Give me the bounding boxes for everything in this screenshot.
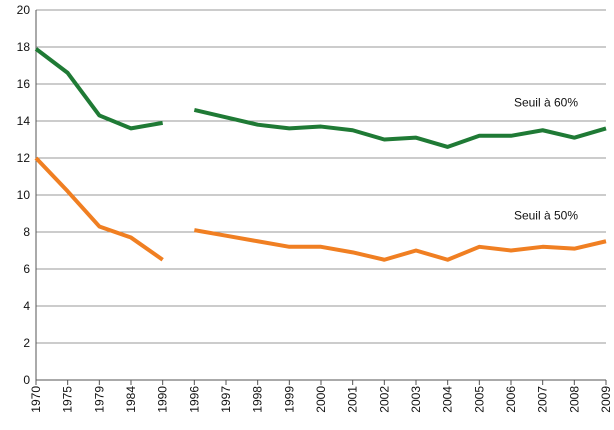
y-tick-label: 2 [23,336,30,350]
y-tick-label: 4 [23,299,30,313]
x-tick-label: 2004 [441,386,455,413]
series-label: Seuil à 50% [514,208,578,222]
x-tick-label: 1984 [124,386,138,413]
x-tick-label: 2001 [346,386,360,413]
x-tick-label: 2006 [504,386,518,413]
x-tick-label: 2008 [567,386,581,413]
data-line [193,228,607,262]
x-tick-label: 1970 [29,386,43,413]
data-line [193,107,607,149]
x-tick-label: 2003 [409,386,423,413]
x-tick-label: 2000 [314,386,328,413]
y-tick-label: 6 [23,262,30,276]
series-label: Seuil à 60% [514,95,578,109]
y-tick-label: 12 [17,151,31,165]
x-tick-label: 2002 [377,386,391,413]
y-tick-label: 10 [17,188,31,202]
x-tick-label: 1999 [282,386,296,413]
data-line [34,47,164,131]
y-tick-label: 20 [17,3,31,17]
x-tick-label: 1990 [156,386,170,413]
y-tick-label: 8 [23,225,30,239]
y-tick-label: 14 [17,114,31,128]
y-tick-label: 16 [17,77,31,91]
x-tick-label: 1998 [251,386,265,413]
x-tick-label: 2009 [599,386,613,413]
x-tick-label: 1975 [61,386,75,413]
data-line [34,156,164,262]
x-tick-label: 1996 [187,386,201,413]
x-tick-label: 2007 [536,386,550,413]
x-tick-label: 1979 [92,386,106,413]
x-tick-label: 2005 [472,386,486,413]
y-tick-label: 18 [17,40,31,54]
x-tick-label: 1997 [219,386,233,413]
y-tick-label: 0 [23,373,30,387]
